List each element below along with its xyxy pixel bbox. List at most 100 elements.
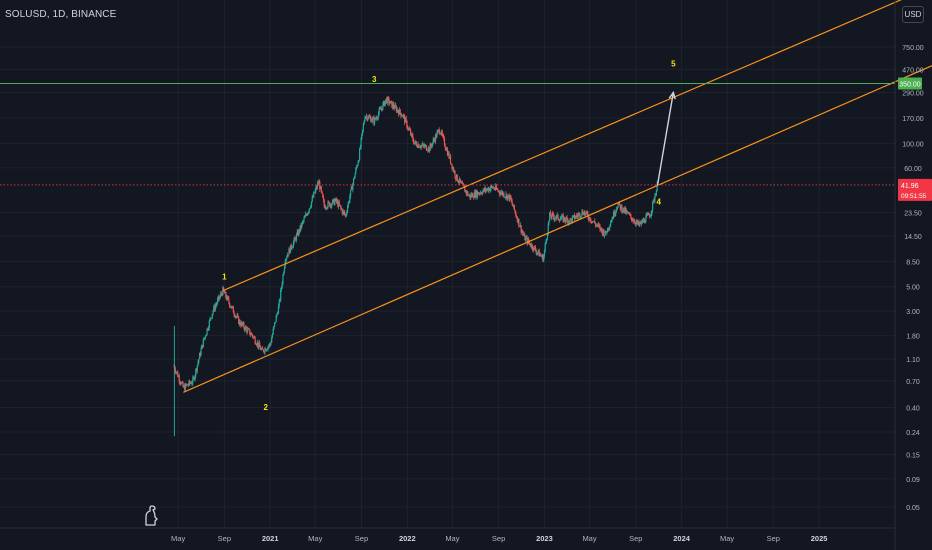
wave-label-4: 4 <box>656 197 661 206</box>
candle-body <box>214 305 216 310</box>
candle-body <box>512 204 514 207</box>
candle-body <box>392 103 395 108</box>
candle-body <box>554 218 556 220</box>
candle-body <box>316 187 318 188</box>
candle-body <box>316 183 319 188</box>
candle-body <box>177 376 180 378</box>
candle-body <box>646 214 648 216</box>
candle-body <box>372 117 374 119</box>
candle-body <box>195 368 197 376</box>
candle-body <box>579 216 582 218</box>
candle-body <box>398 111 400 115</box>
candle-body <box>374 118 376 124</box>
x-tick-label: Sep <box>629 534 642 543</box>
candle-body <box>462 183 464 186</box>
candle-body <box>480 192 482 194</box>
candle-body <box>499 192 501 195</box>
candle-body <box>623 207 625 213</box>
candle-body <box>566 217 568 219</box>
candle-body <box>383 101 385 104</box>
candle-body <box>515 212 517 217</box>
candle-body <box>436 132 438 138</box>
candle-body <box>345 213 347 216</box>
candle-body <box>655 195 657 197</box>
candle-body <box>382 103 384 110</box>
candle-body <box>359 146 361 149</box>
candle-body <box>276 313 278 316</box>
candle-body <box>381 108 383 110</box>
candle-body <box>376 118 378 119</box>
candle-body <box>231 306 233 308</box>
candle-body <box>446 149 448 151</box>
candle-body <box>337 201 339 207</box>
candle-body <box>653 199 655 201</box>
candle-body <box>241 322 243 325</box>
candle-body <box>183 386 186 391</box>
candle-body <box>466 191 468 194</box>
candle-body <box>425 145 427 147</box>
candle-body <box>282 274 284 284</box>
candle-body <box>639 223 641 226</box>
candle-body <box>255 343 257 345</box>
candle-body <box>595 224 597 226</box>
candle-body <box>583 211 585 215</box>
candle-body <box>355 166 358 169</box>
candle-body <box>318 181 320 184</box>
candle-body <box>174 369 177 373</box>
candle-body <box>497 189 499 192</box>
candle-body <box>419 147 421 149</box>
candle-body <box>380 108 382 110</box>
candle-body <box>323 200 325 207</box>
candle-body <box>560 218 562 219</box>
candle-body <box>308 208 310 212</box>
x-tick-label: Sep <box>492 534 505 543</box>
candle-body <box>281 283 283 288</box>
candle-body <box>393 107 395 109</box>
candle-body <box>516 216 518 218</box>
candle-body <box>186 384 188 386</box>
candle-body <box>652 201 654 210</box>
candle-body <box>337 202 340 207</box>
y-tick-label: 750.00 <box>902 45 924 52</box>
candle-body <box>211 313 213 318</box>
y-tick-label: 0.09 <box>906 477 920 484</box>
channel-lower-line <box>183 65 932 393</box>
candle-body <box>347 201 349 207</box>
candle-body <box>354 173 356 179</box>
candle-body <box>459 178 461 182</box>
candle-body <box>390 101 392 102</box>
candle-body <box>555 218 557 219</box>
candle-body <box>379 108 381 110</box>
currency-button[interactable]: USD <box>902 6 924 23</box>
candle-body <box>654 195 656 201</box>
candle-body <box>295 234 298 241</box>
candle-body <box>484 187 486 191</box>
candle-body <box>346 211 348 214</box>
candle-body <box>609 222 612 227</box>
candle-body <box>602 230 604 235</box>
candle-body <box>331 203 333 207</box>
candle-body <box>320 186 322 192</box>
candle-body <box>621 205 623 212</box>
candle-body <box>326 207 328 209</box>
candle-body <box>601 230 603 235</box>
candle-body <box>349 190 352 197</box>
candle-body <box>215 304 217 306</box>
candle-body <box>224 291 226 294</box>
candle-body <box>406 121 408 128</box>
candle-body <box>191 383 193 384</box>
candle-body <box>388 98 390 104</box>
time-axis: May Sep 2021 May Sep 2022 May Sep 2023 May Sep 2024… <box>0 527 895 543</box>
candle-body <box>564 220 567 222</box>
candle-body <box>351 186 353 190</box>
candle-body <box>472 193 474 198</box>
candle-body <box>574 217 576 219</box>
candle-body <box>274 322 276 326</box>
candle-body <box>240 324 242 327</box>
candle-body <box>543 250 546 257</box>
candle-body <box>210 317 213 319</box>
candle-body <box>452 167 455 172</box>
candle-body <box>532 248 534 251</box>
y-tick-label: 1.10 <box>906 357 920 364</box>
